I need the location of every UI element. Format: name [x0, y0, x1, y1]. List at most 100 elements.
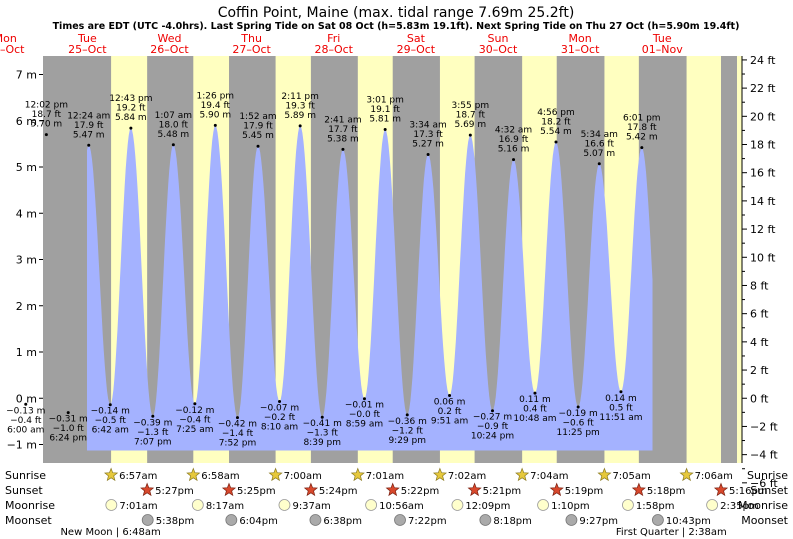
tide-low-time-6: 7:07 pm — [134, 437, 172, 447]
tide-high-m-17: 5.81 m — [369, 115, 401, 125]
tide-low-m-6: −0.39 m — [133, 418, 172, 428]
right-tick-label-4: 2 ft — [750, 364, 769, 377]
tide-low-ft-12: −0.2 ft — [264, 413, 296, 423]
tide-low-ft-24: 0.4 ft — [523, 405, 547, 415]
moonrise-time-5: 1:10pm — [551, 501, 590, 512]
tide-marker-27 — [598, 162, 601, 165]
right-tick-label-9: 12 ft — [750, 223, 776, 236]
left-tick-label-0: −1 m — [7, 439, 37, 452]
moonset-time-4: 8:18pm — [493, 516, 532, 527]
tide-marker-19 — [427, 153, 430, 156]
tide-high-time-21: 3:55 pm — [452, 101, 490, 111]
tide-high-m-29: 5.42 m — [626, 133, 658, 143]
sunset-time-5: 5:19pm — [565, 486, 604, 497]
moonset-time-1: 6:04pm — [239, 516, 278, 527]
tide-high-ft-11: 17.9 ft — [243, 122, 273, 132]
moonset-time-5: 9:27pm — [579, 516, 618, 527]
tide-low-time-24: 10:48 am — [513, 414, 556, 424]
tide-low-ft-4: −0.5 ft — [95, 416, 127, 426]
tide-low-time-0: 6:00 am — [7, 425, 44, 435]
tide-high-ft-13: 19.3 ft — [285, 101, 315, 111]
moonset-icon-6 — [652, 515, 663, 526]
moonrise-time-7: 2:35pm — [720, 501, 759, 512]
right-tick-label-15: 24 ft — [750, 54, 776, 67]
tide-high-time-15: 2:41 am — [324, 115, 361, 125]
right-tick-label-12: 18 ft — [750, 139, 776, 152]
moonrise-time-2: 9:37am — [292, 501, 330, 512]
moonrise-icon-2 — [279, 500, 290, 511]
left-tick-label-2: 1 m — [16, 346, 37, 359]
tide-low-time-26: 11:25 pm — [557, 428, 600, 438]
sunrise-time-3: 7:01am — [366, 471, 404, 482]
tide-low-m-0: −0.13 m — [6, 406, 45, 416]
moon-phase-1: First Quarter | 2:38am — [616, 527, 727, 538]
left-tick-label-5: 4 m — [16, 207, 37, 220]
tide-high-time-19: 3:34 am — [409, 121, 446, 131]
tide-low-m-2: −0.31 m — [49, 415, 88, 425]
row-label-right-sunrise: Sunrise — [747, 469, 788, 482]
sunset-time-1: 5:25pm — [237, 486, 276, 497]
moonset-icon-2 — [310, 515, 321, 526]
right-tick-label-11: 16 ft — [750, 167, 776, 180]
day-date-1: 25–Oct — [68, 43, 107, 56]
moonset-time-2: 6:38pm — [323, 516, 362, 527]
tide-high-time-23: 4:32 am — [495, 126, 532, 136]
tide-marker-1 — [45, 133, 48, 136]
tide-high-m-25: 5.54 m — [540, 127, 572, 137]
tide-high-time-5: 12:43 pm — [109, 94, 152, 104]
tide-low-ft-0: −0.4 ft — [10, 416, 42, 426]
tide-low-m-24: 0.11 m — [519, 395, 551, 405]
tide-marker-9 — [214, 124, 217, 127]
tide-high-time-27: 5:34 am — [581, 130, 618, 140]
tide-marker-23 — [512, 158, 515, 161]
moonrise-icon-5 — [538, 500, 549, 511]
tide-high-ft-15: 17.7 ft — [328, 125, 358, 135]
left-tick-label-4: 3 m — [16, 254, 37, 267]
tide-high-ft-9: 19.4 ft — [201, 101, 231, 111]
tide-low-m-10: −0.42 m — [218, 420, 257, 430]
tide-high-ft-29: 17.8 ft — [627, 123, 657, 133]
tide-marker-7 — [172, 143, 175, 146]
tide-high-time-11: 1:52 am — [239, 112, 276, 122]
moonrise-icon-1 — [192, 500, 203, 511]
right-tick-label-2: −2 ft — [750, 420, 778, 433]
row-label-left-moonset: Moonset — [5, 514, 52, 527]
tide-low-ft-22: −0.9 ft — [477, 422, 509, 432]
tide-low-m-28: 0.14 m — [605, 394, 637, 404]
tide-low-m-26: −0.19 m — [559, 409, 598, 419]
moonset-icon-4 — [480, 515, 491, 526]
right-tick-label-8: 10 ft — [750, 251, 776, 264]
day-date-5: 29–Oct — [397, 43, 436, 56]
tide-low-m-20: 0.06 m — [434, 397, 466, 407]
tide-low-time-28: 11:51 am — [599, 413, 642, 423]
tide-high-m-23: 5.16 m — [498, 145, 530, 155]
tide-marker-21 — [469, 134, 472, 137]
moonset-icon-5 — [566, 515, 577, 526]
tide-low-m-22: −0.27 m — [473, 413, 512, 423]
left-tick-label-8: 7 m — [16, 69, 37, 82]
moonset-icon-3 — [395, 515, 406, 526]
tide-high-m-5: 5.84 m — [115, 113, 147, 123]
tide-high-time-7: 1:07 am — [155, 111, 192, 121]
tide-low-m-18: −0.36 m — [388, 417, 427, 427]
tide-marker-25 — [554, 141, 557, 144]
day-date-7: 31–Oct — [561, 43, 600, 56]
tide-high-ft-3: 17.9 ft — [74, 121, 104, 131]
day-date-2: 26–Oct — [150, 43, 189, 56]
right-tick-label-10: 14 ft — [750, 195, 776, 208]
sunset-time-4: 5:21pm — [483, 486, 522, 497]
tide-high-m-11: 5.45 m — [242, 131, 274, 141]
sunset-time-7: 5:16pm — [729, 486, 768, 497]
day-date-0: 24–Oct — [0, 43, 25, 56]
tide-high-m-21: 5.69 m — [454, 120, 486, 130]
tide-high-m-27: 5.07 m — [583, 149, 615, 159]
tide-high-time-9: 1:26 pm — [197, 91, 235, 101]
right-tick-label-5: 4 ft — [750, 336, 769, 349]
moonrise-time-1: 8:17am — [206, 501, 244, 512]
tide-low-time-18: 9:29 pm — [388, 436, 426, 446]
tide-high-m-15: 5.38 m — [327, 134, 359, 144]
tide-high-ft-25: 18.2 ft — [541, 118, 571, 128]
tide-marker-17 — [384, 128, 387, 131]
tide-high-time-13: 2:11 pm — [281, 92, 319, 102]
plot-area: −1 m0 m1 m2 m3 m4 m5 m6 m7 m−6 ft−4 ft−2… — [0, 54, 778, 490]
